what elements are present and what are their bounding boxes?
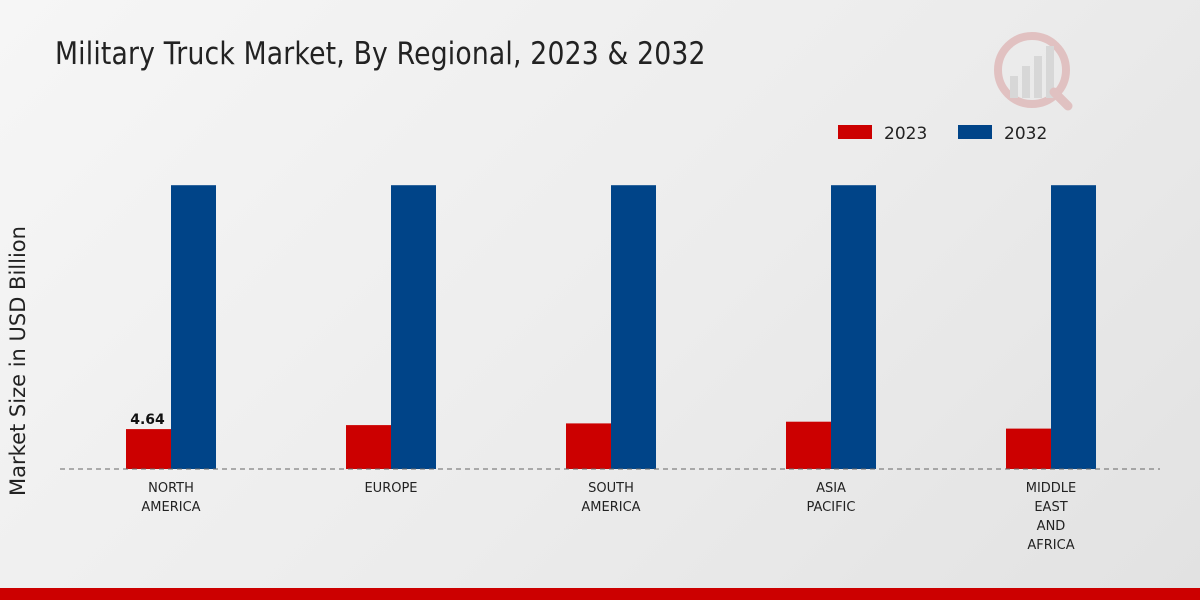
x-tick-label-1: EUROPE: [364, 481, 417, 496]
x-tick-label-2: SOUTH AMERICA: [581, 481, 640, 515]
legend-swatch-2032: [958, 125, 992, 139]
chart-title: Military Truck Market, By Regional, 2023…: [55, 36, 706, 72]
bar-2023-1: [346, 425, 391, 469]
legend-label-2032: 2032: [1004, 124, 1047, 144]
footer-accent-bar: [0, 588, 1200, 600]
bar-2023-3: [786, 421, 831, 469]
bar-2023-4: [1006, 428, 1051, 469]
x-tick-label-3: ASIA PACIFIC: [807, 481, 856, 515]
legend-label-2023: 2023: [884, 124, 927, 144]
bar-2032-2: [611, 185, 656, 469]
bar-2032-1: [391, 185, 436, 469]
x-tick-label-4: MIDDLE EAST AND AFRICA: [1026, 481, 1077, 553]
x-tick-label-0: NORTH AMERICA: [141, 481, 200, 515]
legend-swatch-2023: [838, 125, 872, 139]
watermark-logo-icon: [994, 32, 1073, 111]
bar-2032-3: [831, 185, 876, 469]
bar-2032-4: [1051, 185, 1096, 469]
data-label-0: 4.64: [130, 412, 165, 428]
bar-2032-0: [171, 185, 216, 469]
bar-2023-2: [566, 423, 611, 469]
y-axis-title: Market Size in USD Billion: [6, 226, 30, 496]
bar-2023-0: [126, 429, 171, 469]
